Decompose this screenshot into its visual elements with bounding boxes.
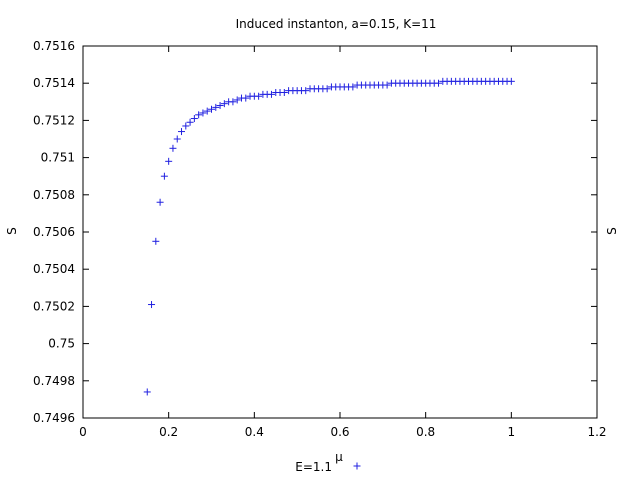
y-tick-label: 0.7506 bbox=[33, 225, 75, 239]
data-point bbox=[165, 157, 173, 165]
y-tick-label: 0.7514 bbox=[33, 76, 75, 90]
data-point bbox=[156, 198, 164, 206]
y-tick-label: 0.7512 bbox=[33, 113, 75, 127]
data-point bbox=[173, 135, 181, 143]
y-tick-label: 0.751 bbox=[41, 151, 75, 165]
data-point bbox=[267, 90, 275, 98]
data-point bbox=[302, 87, 310, 95]
y-tick-label: 0.7502 bbox=[33, 299, 75, 313]
data-point bbox=[186, 118, 194, 126]
data-point bbox=[195, 111, 203, 119]
data-point bbox=[220, 100, 228, 108]
x-tick-label: 0.6 bbox=[330, 425, 349, 439]
y-tick-label: 0.7496 bbox=[33, 411, 75, 425]
data-point bbox=[160, 172, 168, 180]
data-point bbox=[199, 109, 207, 117]
plot-frame bbox=[82, 45, 598, 419]
data-point bbox=[203, 107, 211, 115]
data-point bbox=[152, 237, 160, 245]
y-axis-label: S bbox=[5, 227, 19, 235]
legend-marker bbox=[353, 462, 361, 470]
data-point bbox=[435, 79, 443, 87]
legend-label: E=1.1 bbox=[295, 460, 332, 474]
data-point bbox=[178, 128, 186, 136]
y-tick-label: 0.7516 bbox=[33, 39, 75, 53]
data-points bbox=[143, 77, 515, 396]
data-point bbox=[280, 89, 288, 96]
y-axis-label-right: S bbox=[605, 227, 619, 235]
x-tick-label: 1 bbox=[508, 425, 516, 439]
x-tick-label: 0.2 bbox=[159, 425, 178, 439]
data-point bbox=[212, 103, 220, 111]
data-point bbox=[255, 92, 263, 100]
data-point bbox=[323, 85, 331, 93]
data-point bbox=[169, 144, 177, 152]
x-axis-label: μ bbox=[335, 450, 343, 464]
data-point bbox=[148, 301, 156, 309]
legend: E=1.1 bbox=[295, 460, 361, 474]
data-point bbox=[190, 115, 198, 123]
chart-title: Induced instanton, a=0.15, K=11 bbox=[236, 17, 437, 31]
data-point bbox=[507, 77, 515, 85]
data-point bbox=[349, 83, 357, 91]
axis-ticks: 0 0.2 0.4 0.6 0.8 1 1.2 0.7496 0.7498 0.75 0.7502 0… bbox=[33, 39, 607, 439]
data-point bbox=[233, 96, 241, 104]
x-tick-label: 0.4 bbox=[245, 425, 264, 439]
x-tick-label: 1.2 bbox=[587, 425, 606, 439]
data-point bbox=[208, 105, 215, 113]
data-point bbox=[216, 102, 224, 110]
x-tick-label: 0.8 bbox=[416, 425, 435, 439]
plot-border bbox=[82, 45, 598, 419]
data-point bbox=[242, 94, 250, 102]
data-point bbox=[182, 122, 190, 130]
data-point bbox=[143, 388, 151, 396]
data-point bbox=[383, 81, 391, 89]
legend-marker-plus bbox=[353, 462, 361, 470]
y-tick-label: 0.7498 bbox=[33, 374, 75, 388]
x-tick-label: 0 bbox=[79, 425, 87, 439]
y-tick-label: 0.7508 bbox=[33, 188, 75, 202]
data-point bbox=[229, 98, 237, 106]
y-tick-label: 0.7504 bbox=[33, 262, 75, 276]
y-tick-label: 0.75 bbox=[48, 337, 75, 351]
